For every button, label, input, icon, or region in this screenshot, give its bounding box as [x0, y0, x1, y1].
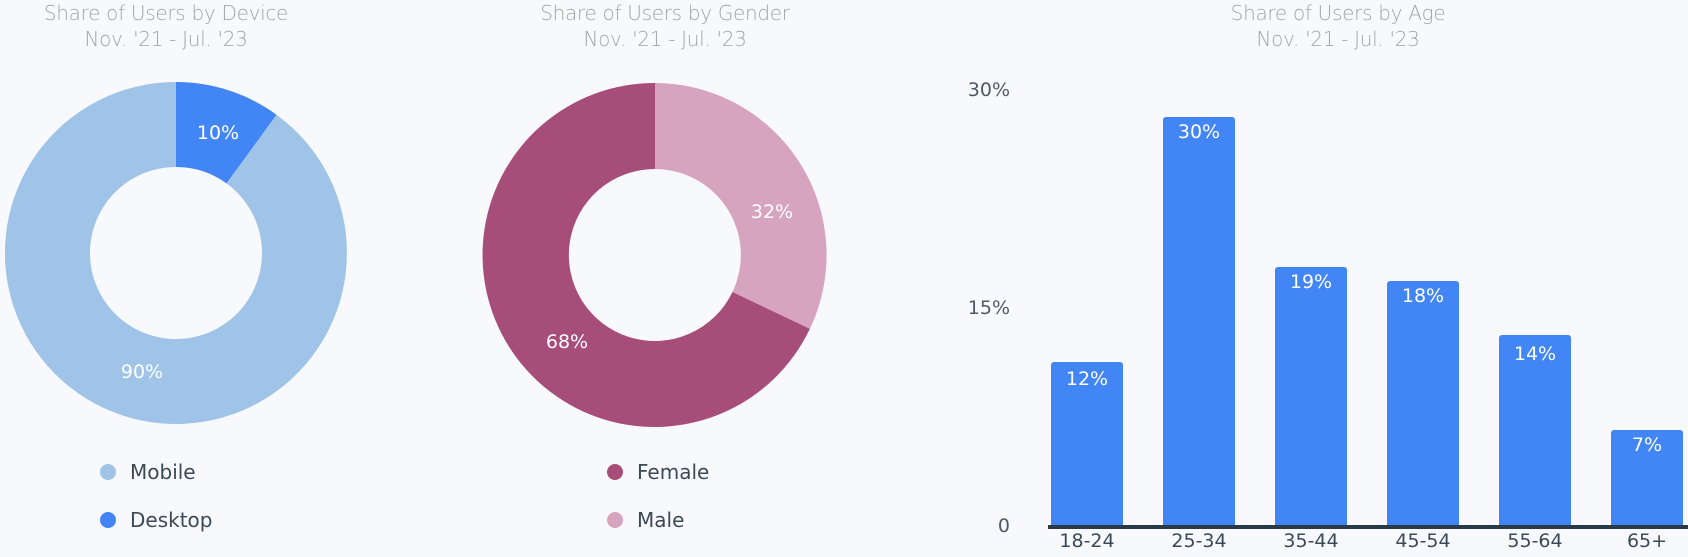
age-chart-title-text: Share of Users by Age [1230, 1, 1446, 25]
gender-legend: Female Male [607, 448, 709, 544]
female-slice[interactable] [482, 82, 810, 427]
mobile-slice[interactable] [4, 81, 347, 424]
bar-18-24[interactable] [1051, 362, 1123, 526]
desktop-legend-dot-icon [100, 512, 116, 528]
bar-label-18-24: 12% [1065, 368, 1109, 390]
legend-label-male: Male [637, 508, 685, 532]
age-chart-title: Share of Users by Age Nov. '21 - Jul. '2… [1178, 0, 1498, 52]
bar-55-64[interactable] [1499, 335, 1571, 526]
device-chart-title: Share of Users by Device Nov. '21 - Jul.… [6, 0, 326, 52]
gender-donut: 32% 68% [482, 82, 827, 427]
age-chart-subtitle: Nov. '21 - Jul. '23 [1256, 27, 1420, 51]
gender-chart-title-text: Share of Users by Gender [540, 1, 790, 25]
desktop-slice-label: 10% [197, 122, 239, 144]
male-legend-dot-icon [607, 512, 623, 528]
bar-65-plus[interactable] [1611, 430, 1683, 526]
x-tick-65-plus: 65+ [1626, 530, 1668, 552]
bar-label-65-plus: 7% [1631, 434, 1663, 456]
legend-label-female: Female [637, 460, 710, 484]
x-tick-55-64: 55-64 [1507, 530, 1563, 552]
male-slice[interactable] [655, 83, 827, 329]
x-axis-baseline [1048, 525, 1688, 529]
y-tick-0: 0 [997, 515, 1010, 537]
female-slice-label: 68% [546, 331, 588, 353]
gender-chart-subtitle: Nov. '21 - Jul. '23 [583, 27, 747, 51]
x-tick-18-24: 18-24 [1059, 530, 1115, 552]
device-chart-title-text: Share of Users by Device [43, 1, 289, 25]
legend-item-female[interactable]: Female [607, 448, 709, 496]
mobile-legend-dot-icon [100, 464, 116, 480]
bar-45-54[interactable] [1387, 281, 1459, 526]
bar-label-55-64: 14% [1513, 343, 1557, 365]
bar-35-44[interactable] [1275, 267, 1347, 526]
legend-item-desktop[interactable]: Desktop [100, 496, 212, 544]
mobile-slice-label: 90% [121, 361, 163, 383]
y-tick-30: 30% [967, 79, 1010, 101]
y-tick-15: 15% [967, 297, 1010, 319]
device-chart-subtitle: Nov. '21 - Jul. '23 [84, 27, 248, 51]
gender-chart-title: Share of Users by Gender Nov. '21 - Jul.… [505, 0, 825, 52]
bar-25-34[interactable] [1163, 117, 1235, 526]
legend-label-desktop: Desktop [130, 508, 213, 532]
legend-item-mobile[interactable]: Mobile [100, 448, 212, 496]
device-legend: Mobile Desktop [100, 448, 212, 544]
bar-label-45-54: 18% [1401, 285, 1445, 307]
male-slice-label: 32% [751, 201, 793, 223]
legend-item-male[interactable]: Male [607, 496, 709, 544]
desktop-slice[interactable] [176, 82, 277, 184]
x-tick-35-44: 35-44 [1283, 530, 1339, 552]
female-legend-dot-icon [607, 464, 623, 480]
x-tick-45-54: 45-54 [1395, 530, 1451, 552]
bar-label-25-34: 30% [1177, 121, 1221, 143]
bar-label-35-44: 19% [1289, 271, 1333, 293]
legend-label-mobile: Mobile [130, 460, 196, 484]
x-tick-25-34: 25-34 [1171, 530, 1227, 552]
device-donut: 10% 90% [4, 81, 347, 424]
